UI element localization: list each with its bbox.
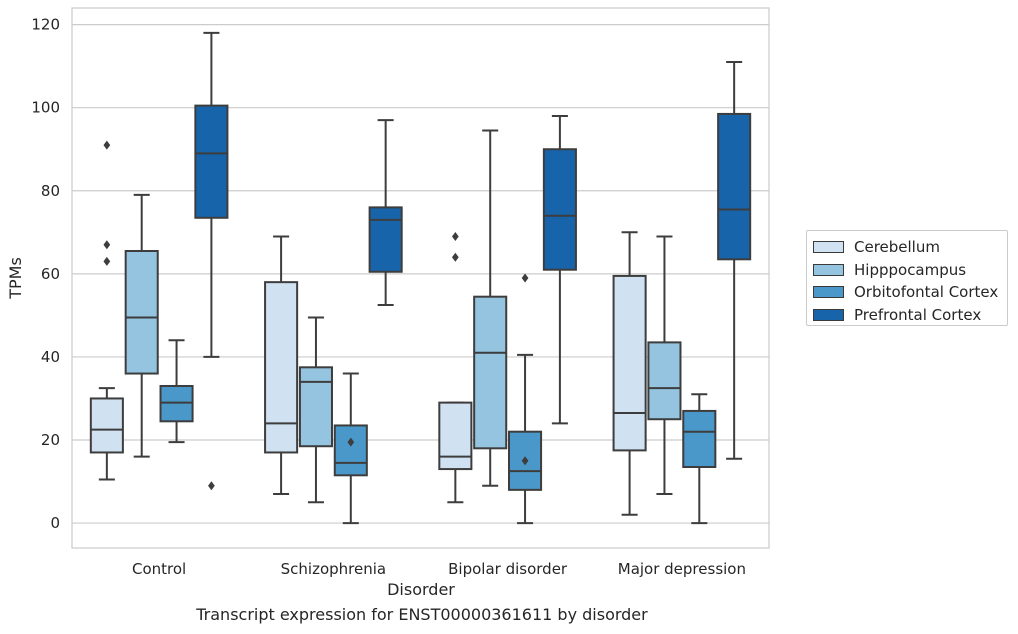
y-tick-label: 40 [41,348,60,366]
box-hipppocampus-3 [647,235,682,495]
iqr-box [438,401,473,471]
outlier-point [103,140,111,150]
legend-item: Cerebellum [813,236,1001,259]
outlier-point [521,273,529,283]
box-plot-marks [89,31,752,525]
legend-swatch [813,286,844,299]
box-orbitofontal-cortex-3 [682,393,717,525]
iqr-box [542,148,577,271]
iqr-box [473,295,508,450]
y-tick-label: 80 [41,182,60,200]
y-axis-ticks: 0 20 40 60 80 100 120 [31,16,60,532]
y-tick-label: 120 [31,16,60,34]
box-hipppocampus-2 [473,129,508,487]
iqr-box [264,281,299,454]
legend-swatch [813,263,844,276]
iqr-box [368,206,403,273]
box-prefrontal-cortex-2 [542,115,577,425]
legend-label: Cerebellum [854,238,940,257]
y-axis-label: TPMs [6,257,25,300]
box-prefrontal-cortex-0 [194,31,229,491]
x-tick-label: Major depression [618,560,746,578]
x-axis-ticks: Control Schizophrenia Bipolar disorder Majo… [132,560,746,578]
legend-label: Hipppocampus [854,260,967,279]
box-cerebellum-0 [89,140,124,481]
x-tick-label: Bipolar disorder [448,560,568,578]
outlier-point [521,456,529,466]
iqr-box [333,424,368,477]
box-cerebellum-2 [438,231,473,504]
iqr-box [89,397,124,454]
legend-label: Orbitofontal Cortex [854,283,999,302]
outlier-point [451,231,459,241]
iqr-box [298,366,333,448]
figure-caption: Transcript expression for ENST0000036161… [196,605,648,624]
box-hipppocampus-0 [124,193,159,458]
legend-item: Orbitofontal Cortex [813,281,1001,304]
outlier-point [347,437,355,447]
chart-legend: Cerebellum Hipppocampus Orbitofontal Corte… [806,230,1008,326]
box-cerebellum-1 [264,235,299,495]
iqr-box [124,250,159,375]
legend-item: Prefrontal Cortex [813,304,1001,327]
box-cerebellum-3 [612,231,647,516]
iqr-box [647,341,682,421]
legend-swatch [813,241,844,254]
x-tick-label: Schizophrenia [281,560,386,578]
iqr-box [612,274,647,452]
outlier-point [208,481,215,491]
box-prefrontal-cortex-1 [368,119,403,306]
y-tick-label: 20 [41,431,60,449]
grid-lines [72,24,769,524]
box-orbitofontal-cortex-1 [333,372,368,525]
legend-label: Prefrontal Cortex [854,305,982,324]
plot-area-frame [71,7,770,549]
box-orbitofontal-cortex-2 [508,273,543,525]
iqr-box [159,385,194,423]
legend-swatch [813,308,844,321]
box-orbitofontal-cortex-0 [159,339,194,444]
x-tick-label: Control [132,560,186,578]
outlier-point [103,256,111,266]
legend-item: Hipppocampus [813,259,1001,282]
outlier-point [451,252,459,262]
box-hipppocampus-1 [298,316,333,504]
y-tick-label: 0 [50,514,60,532]
box-prefrontal-cortex-3 [717,61,752,460]
y-tick-label: 60 [41,265,60,283]
outlier-point [103,240,111,250]
iqr-box [682,409,717,468]
x-axis-label: Disorder [387,580,455,599]
y-tick-label: 100 [31,99,60,117]
iqr-box [717,112,752,261]
iqr-box [194,104,229,219]
